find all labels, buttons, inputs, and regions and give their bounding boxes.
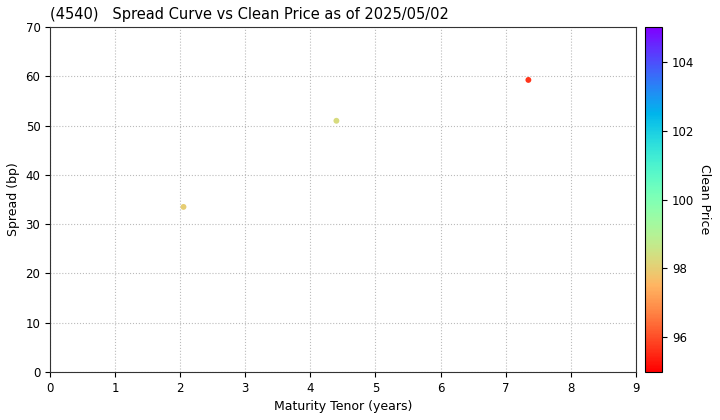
- Text: (4540)   Spread Curve vs Clean Price as of 2025/05/02: (4540) Spread Curve vs Clean Price as of…: [50, 7, 449, 22]
- Point: [178, 204, 189, 210]
- X-axis label: Maturity Tenor (years): Maturity Tenor (years): [274, 400, 412, 413]
- Y-axis label: Spread (bp): Spread (bp): [7, 163, 20, 236]
- Point: [523, 76, 534, 83]
- Point: [330, 118, 342, 124]
- Y-axis label: Clean Price: Clean Price: [698, 164, 711, 235]
